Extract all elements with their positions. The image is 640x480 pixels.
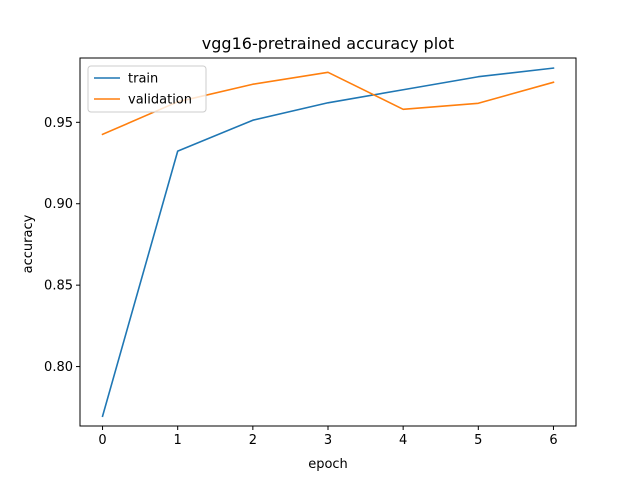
x-axis-label: epoch: [308, 457, 348, 472]
x-tick-label: 3: [324, 433, 332, 448]
x-tick-label: 4: [399, 433, 407, 448]
x-tick-label: 5: [474, 433, 482, 448]
y-tick-label: 0.85: [44, 279, 73, 294]
y-tick-label: 0.90: [44, 197, 73, 212]
legend: train validation: [87, 65, 207, 113]
x-tick-label: 0: [98, 433, 106, 448]
x-tick-label: 2: [249, 433, 257, 448]
x-tick-label: 1: [174, 433, 182, 448]
series-line-train: [101, 67, 555, 418]
legend-label-validation: validation: [128, 93, 192, 108]
chart-title: vgg16-pretrained accuracy plot: [202, 34, 454, 53]
legend-label-train: train: [128, 72, 158, 87]
y-tick-label: 0.95: [44, 116, 73, 131]
plot-background: [80, 58, 576, 426]
y-axis-label: accuracy: [21, 214, 36, 273]
plot-area: 0 1 2 3 4 5 6 0.80 0.85 0.90 0.95 train validation: [44, 57, 577, 448]
y-tick-label: 0.80: [44, 360, 73, 375]
x-tick-label: 6: [549, 433, 557, 448]
